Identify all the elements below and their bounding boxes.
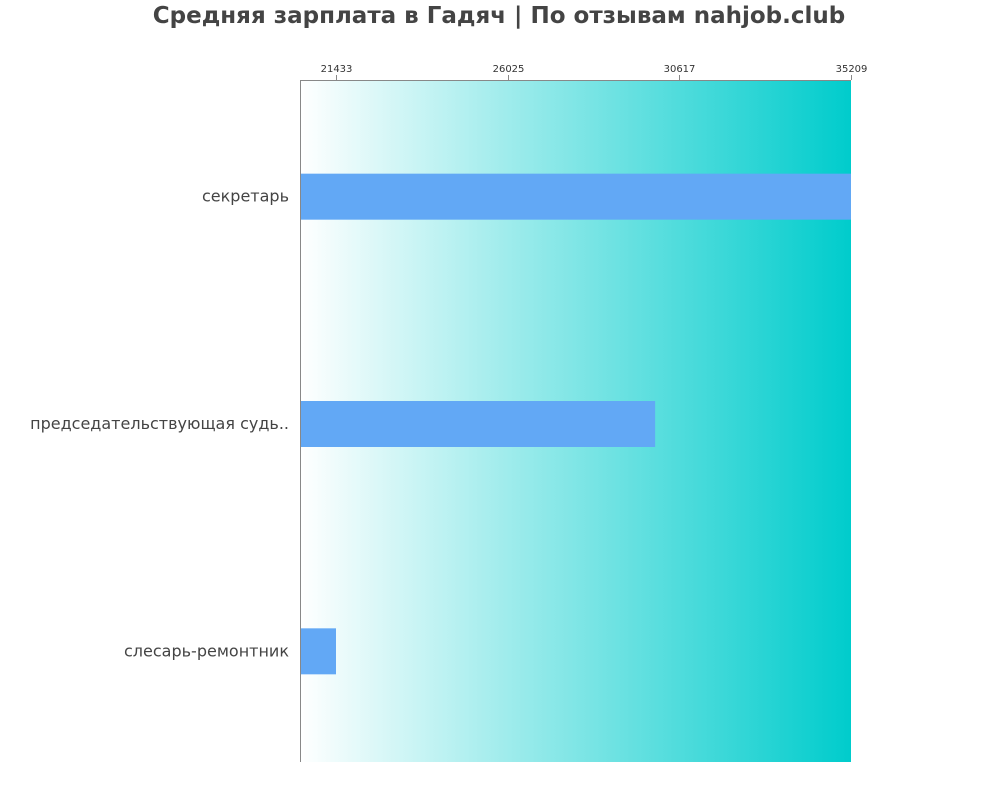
x-tick-label: 26025 <box>493 64 525 75</box>
x-tick-label: 21433 <box>321 64 353 75</box>
chart-title: Средняя зарплата в Гадяч | По отзывам na… <box>153 3 845 29</box>
category-label: секретарь <box>202 187 289 206</box>
bar <box>301 173 851 220</box>
category-label: председательствующая судь.. <box>30 414 289 433</box>
bar <box>301 401 656 447</box>
x-tick-label: 30617 <box>664 64 696 75</box>
category-label: слесарь-ремонтник <box>124 641 289 660</box>
bar <box>301 628 337 675</box>
x-tick-label: 35209 <box>836 64 868 75</box>
